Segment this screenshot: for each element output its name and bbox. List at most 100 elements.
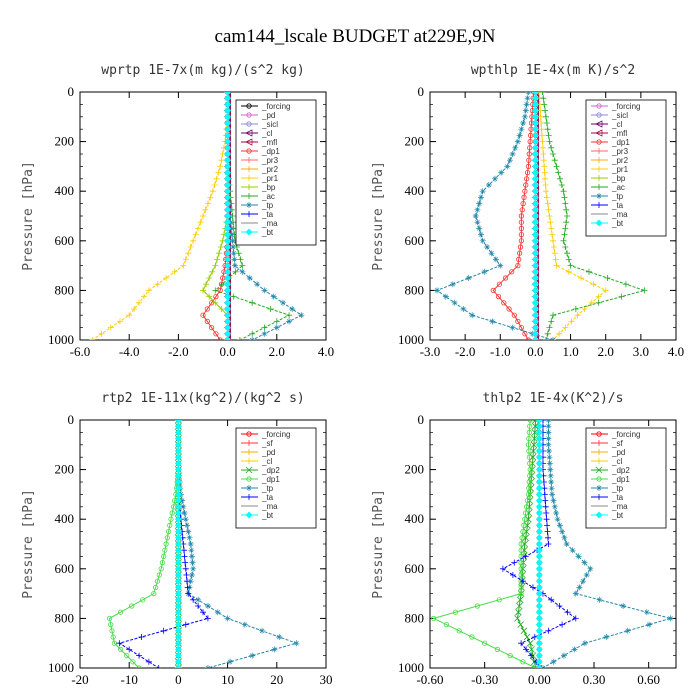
legend-label: _ma [611, 502, 628, 511]
legend-label: _pd [261, 448, 275, 457]
legend-label: _ac [611, 183, 625, 192]
y-tick-label: 200 [405, 462, 425, 477]
y-tick-label: 0 [68, 84, 75, 99]
legend-label: _ta [261, 210, 274, 219]
x-tick-label: 0.30 [583, 672, 606, 687]
x-tick-label: -1.0 [490, 344, 511, 359]
y-tick-label: 800 [55, 610, 75, 625]
legend-label: _dp1 [611, 138, 630, 147]
y-tick-label: 0 [418, 84, 425, 99]
x-tick-label: -0.60 [416, 672, 443, 687]
legend-label: _ma [261, 219, 278, 228]
y-axis-label: Pressure [hPa] [371, 489, 386, 599]
x-tick-label: -2.0 [168, 344, 189, 359]
y-tick-label: 600 [55, 561, 75, 576]
legend-label: _pd [261, 111, 275, 120]
y-tick-label: 800 [405, 610, 425, 625]
y-tick-label: 1000 [48, 660, 74, 675]
y-tick-label: 0 [68, 412, 75, 427]
x-tick-label: 10 [221, 672, 234, 687]
x-tick-label: 0.0 [219, 344, 235, 359]
legend-label: _pd [611, 448, 625, 457]
x-tick-label: -4.0 [119, 344, 140, 359]
legend-label: _pr1 [261, 174, 279, 183]
legend-label: _ta [611, 201, 624, 210]
legend-label: _dp2 [611, 466, 630, 475]
legend-label: _cl [611, 457, 622, 466]
x-tick-label: 0 [175, 672, 182, 687]
y-tick-label: 1000 [48, 332, 74, 347]
figure-title: cam144_lscale BUDGET at229E,9N [215, 26, 496, 47]
x-tick-label: 1.0 [562, 344, 578, 359]
series-dp1 [490, 92, 537, 340]
legend-label: _bp [261, 183, 276, 192]
plot-area [434, 92, 648, 340]
legend-label: _bt [261, 511, 274, 520]
x-tick-label: 4.0 [668, 344, 684, 359]
y-tick-label: 200 [55, 134, 75, 149]
legend-label: _tp [261, 484, 274, 493]
legend-label: _forcing [261, 102, 290, 111]
series-ta [499, 420, 579, 668]
series-tp [539, 420, 674, 668]
legend-label: _ta [261, 493, 274, 502]
y-tick-label: 800 [405, 282, 425, 297]
series-pr1 [89, 92, 231, 340]
x-tick-label: 2.0 [269, 344, 285, 359]
legend-label: _cl [261, 129, 272, 138]
plot-area [89, 92, 305, 340]
legend-label: _tp [611, 484, 624, 493]
y-tick-label: 600 [405, 233, 425, 248]
x-tick-label: 4.0 [318, 344, 334, 359]
legend-label: _ta [611, 493, 624, 502]
y-tick-label: 400 [405, 183, 425, 198]
panel-2: rtp2 1E-11x(kg^2)/(kg^2 s) Pressure [hPa]… [21, 391, 333, 687]
x-tick-label: 3.0 [633, 344, 649, 359]
series-line [92, 92, 229, 340]
legend-label: _cl [611, 120, 622, 129]
legend-label: _dp1 [261, 147, 280, 156]
series-pr1 [535, 92, 609, 340]
panel-title: rtp2 1E-11x(kg^2)/(kg^2 s) [101, 391, 305, 406]
panel-title: wprtp 1E-7x(m kg)/(s^2 kg) [101, 63, 305, 78]
y-tick-label: 400 [55, 511, 75, 526]
legend-label: _dp1 [611, 475, 630, 484]
y-axis-label: Pressure [hPa] [21, 489, 36, 599]
legend-label: _sicl [611, 111, 628, 120]
x-tick-label: 20 [270, 672, 283, 687]
legend-label: _forcing [611, 102, 640, 111]
panel-title: wpthlp 1E-4x(m K)/s^2 [471, 63, 635, 78]
y-tick-label: 400 [55, 183, 75, 198]
legend-label: _bt [611, 511, 624, 520]
panel-title: thlp2 1E-4x(K^2)/s [483, 391, 624, 406]
x-tick-label: 0.0 [527, 344, 543, 359]
x-tick-label: -0.30 [471, 672, 498, 687]
x-tick-label: 2.0 [598, 344, 614, 359]
legend-label: _tp [261, 201, 274, 210]
legend-label: _forcing [261, 430, 290, 439]
x-tick-label: -10 [121, 672, 138, 687]
y-tick-label: 600 [405, 561, 425, 576]
series-bt [174, 420, 182, 668]
legend-label: _dp1 [261, 475, 280, 484]
x-tick-label: 0.60 [637, 672, 660, 687]
legend-label: _bp [611, 174, 626, 183]
y-tick-label: 800 [55, 282, 75, 297]
legend-label: _pr1 [611, 165, 629, 174]
series-line [432, 420, 536, 668]
series-ac [539, 92, 648, 340]
x-tick-label: -6.0 [70, 344, 91, 359]
y-tick-label: 200 [405, 134, 425, 149]
y-tick-label: 1000 [398, 332, 424, 347]
y-tick-label: 200 [55, 462, 75, 477]
series-line [492, 92, 535, 340]
legend-label: _sicl [261, 120, 278, 129]
legend-label: _ac [261, 192, 275, 201]
legend-label: _pr2 [261, 165, 279, 174]
legend-label: _cl [261, 457, 272, 466]
series-bt [224, 92, 232, 340]
y-tick-label: 0 [418, 412, 425, 427]
plot-area [106, 420, 300, 668]
legend-label: _pr3 [611, 147, 629, 156]
